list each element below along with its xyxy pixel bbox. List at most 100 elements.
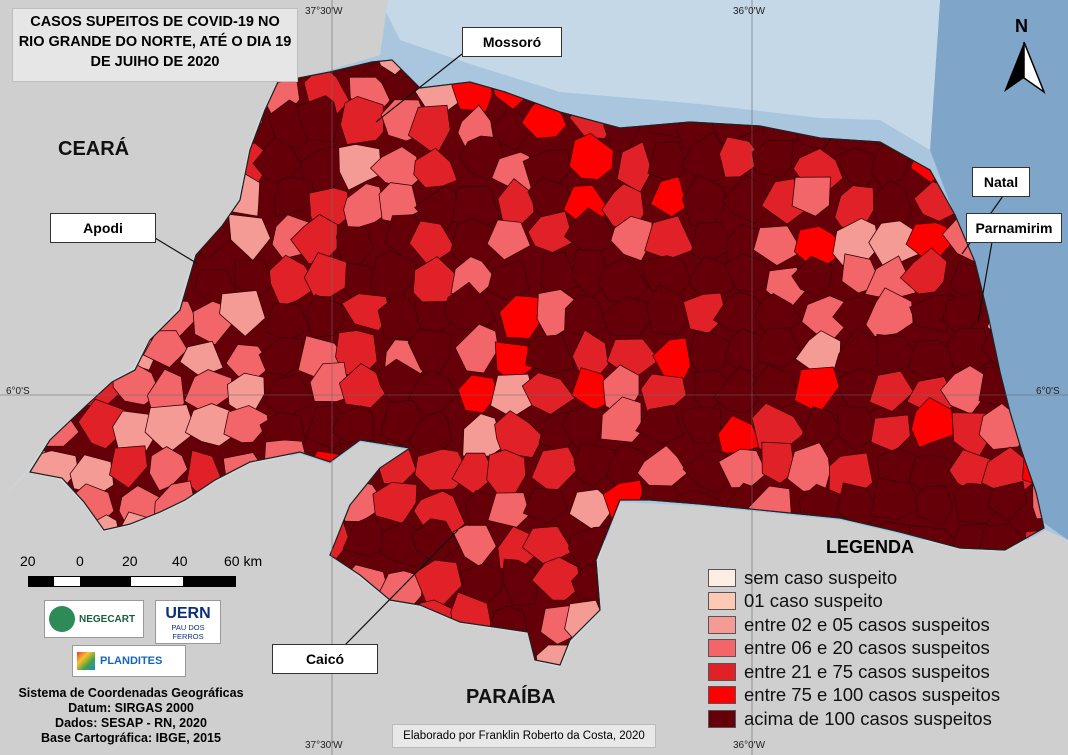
municipality	[343, 183, 386, 232]
legend-item: sem caso suspeito	[708, 566, 1000, 590]
info-line-3: Dados: SESAP - RN, 2020	[55, 716, 207, 730]
scale-label-20-left: 20	[20, 553, 36, 569]
municipality	[568, 132, 614, 180]
legend-label: 01 caso suspeito	[744, 590, 883, 612]
leader-apodi	[154, 237, 199, 265]
info-line-4: Base Cartográfica: IBGE, 2015	[41, 731, 221, 745]
municipality	[909, 294, 957, 333]
legend-item: entre 75 e 100 casos suspeitos	[708, 684, 1000, 708]
legend-label: acima de 100 casos suspeitos	[744, 707, 992, 729]
callout-caico: Caicó	[272, 644, 378, 674]
municipality	[494, 410, 544, 459]
municipality	[274, 176, 315, 218]
info-line-2: Datum: SIRGAS 2000	[68, 701, 194, 715]
municipality	[296, 95, 339, 142]
leader-parnamirim	[977, 241, 993, 323]
legend-swatch	[708, 686, 736, 705]
municipality	[109, 445, 148, 489]
legend-title: LEGENDA	[826, 537, 915, 557]
municipality	[522, 487, 569, 525]
municipality	[338, 363, 389, 409]
leader-mossoro	[375, 53, 463, 123]
municipality	[486, 219, 531, 261]
municipality	[223, 405, 269, 444]
municipality	[521, 372, 576, 415]
municipality	[870, 477, 921, 521]
state-label-paraiba: PARAÍBA	[466, 686, 556, 708]
legend-item: 01 caso suspeito	[708, 590, 1000, 614]
legend-label: entre 21 e 75 casos suspeitos	[744, 660, 990, 682]
municipality	[525, 334, 576, 375]
municipality	[837, 404, 881, 451]
municipality	[142, 330, 189, 368]
state-label-ceara: CEARÁ	[58, 138, 130, 160]
title-line-3: DE JUIHO DE 2020	[90, 54, 220, 70]
plandites-icon	[77, 652, 95, 670]
tree-icon	[49, 606, 75, 632]
municipality	[724, 328, 769, 372]
municipality	[219, 290, 266, 337]
coord-lat-right: 6°0'S	[1036, 386, 1060, 397]
municipality	[268, 254, 319, 308]
coord-lon-b-bottom: 36°0'W	[733, 740, 766, 751]
municipality	[865, 287, 914, 338]
municipality	[501, 558, 538, 606]
callout-parnamirim: Parnamirim	[966, 213, 1062, 243]
info-line-1: Sistema de Coordenadas Geográficas	[18, 686, 244, 700]
municipality	[228, 213, 271, 262]
title-line-1: CASOS SUPEITOS DE COVID-19 NO	[30, 14, 280, 30]
municipality	[953, 482, 1004, 524]
municipality	[793, 366, 840, 414]
callout-natal: Natal	[972, 167, 1030, 197]
legend-label: entre 02 e 05 casos suspeitos	[744, 613, 990, 635]
logo-uern-text: UERN	[165, 605, 211, 622]
legend-swatch	[708, 662, 736, 681]
municipality	[491, 107, 533, 151]
municipality	[413, 147, 458, 189]
credit: Elaborado por Franklin Roberto da Costa,…	[392, 724, 656, 748]
logo-plandites: PLANDITES	[72, 645, 186, 677]
logo-negecart: NEGECART	[44, 600, 144, 638]
municipality	[335, 226, 375, 265]
legend-swatch	[708, 568, 736, 587]
map-title: CASOS SUPEITOS DE COVID-19 NO RIO GRANDE…	[12, 8, 298, 82]
logo-negecart-text: NEGECART	[79, 613, 136, 625]
municipality	[573, 441, 616, 487]
scale-label-40: 40	[172, 553, 188, 569]
municipality	[234, 258, 275, 299]
scale-label-60: 60 km	[224, 553, 263, 569]
municipality	[309, 361, 351, 403]
municipality	[801, 406, 843, 452]
legend-swatch	[708, 592, 736, 611]
municipality	[457, 374, 498, 414]
legend: sem caso suspeito 01 caso suspeito entre 0…	[708, 566, 1000, 731]
legend-label: entre 06 e 20 casos suspeitos	[744, 637, 990, 659]
municipality	[761, 441, 796, 484]
north-label: N	[1015, 16, 1028, 36]
municipality	[680, 131, 726, 182]
legend-swatch	[708, 709, 736, 728]
municipality	[487, 492, 531, 528]
municipality	[635, 404, 685, 445]
coord-lon-b-top: 36°0'W	[733, 6, 766, 17]
callout-apodi: Apodi	[50, 213, 156, 243]
legend-item: entre 02 e 05 casos suspeitos	[708, 613, 1000, 637]
municipality	[791, 176, 831, 217]
logo-uern-sub: PAU DOS FERROS	[171, 623, 205, 641]
municipality	[650, 176, 688, 218]
land-ceara	[0, 0, 388, 500]
municipality	[616, 141, 653, 194]
municipality	[341, 293, 391, 332]
scale-label-0: 0	[76, 553, 84, 569]
municipality	[600, 396, 642, 443]
municipality	[338, 143, 383, 191]
legend-item: entre 21 e 75 casos suspeitos	[708, 660, 1000, 684]
legend-swatch	[708, 615, 736, 634]
municipality	[454, 323, 499, 374]
municipality	[340, 95, 384, 145]
north-arrow-icon	[1004, 41, 1046, 95]
municipality	[868, 370, 915, 412]
municipality	[458, 135, 507, 181]
scale-bar	[28, 576, 236, 587]
legend-swatch	[708, 639, 736, 658]
